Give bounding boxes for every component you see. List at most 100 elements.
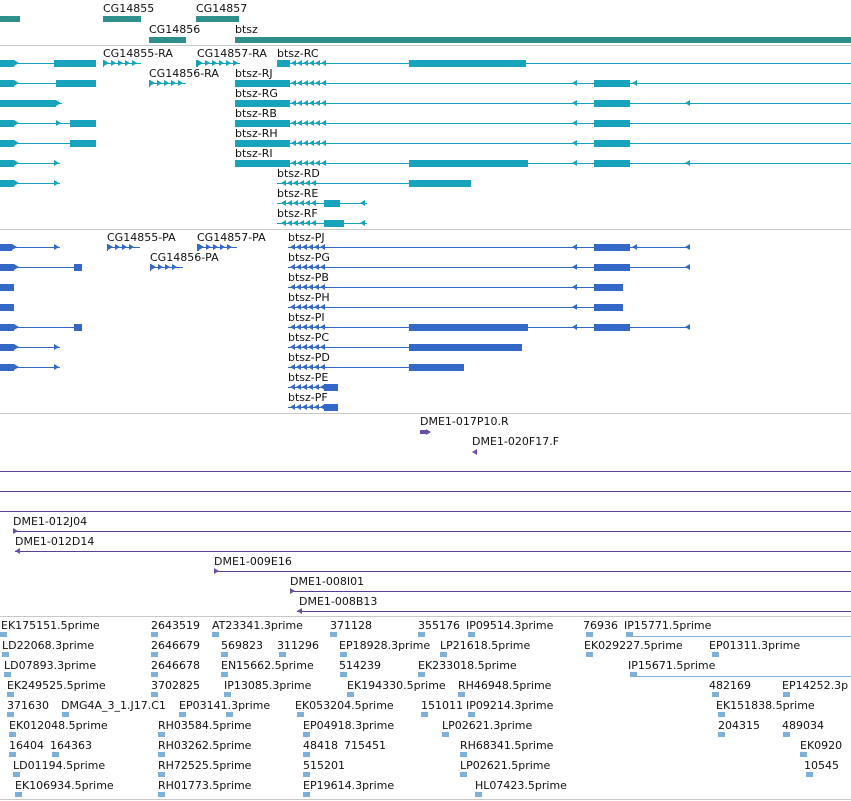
est-label[interactable]: EK175151.5prime	[1, 619, 100, 632]
est-label[interactable]: RH72525.5prime	[158, 759, 252, 772]
feature-intron-line[interactable]	[288, 267, 690, 268]
est-feature[interactable]	[718, 712, 725, 717]
protein-label[interactable]: btsz-PI	[288, 311, 325, 324]
feature-intron-line[interactable]	[277, 183, 471, 184]
feature-intron-line[interactable]	[288, 307, 623, 308]
est-feature[interactable]	[442, 732, 449, 737]
feature-intron-line[interactable]	[0, 63, 96, 64]
feature-intron-line[interactable]	[0, 327, 82, 328]
feature-exon[interactable]	[107, 244, 108, 251]
est-feature[interactable]	[4, 672, 11, 677]
est-feature[interactable]	[418, 632, 425, 637]
transcript-label[interactable]: btsz-RI	[235, 147, 273, 160]
clone-label[interactable]: DME1-020F17.F	[472, 435, 560, 448]
est-feature[interactable]	[340, 652, 347, 657]
est-span[interactable]	[630, 676, 851, 677]
est-label[interactable]: EP03141.3prime	[179, 699, 271, 712]
est-feature[interactable]	[458, 692, 465, 697]
est-feature[interactable]	[0, 632, 7, 637]
clone-label[interactable]: DME1-008B13	[299, 595, 378, 608]
est-label[interactable]: 371630	[7, 699, 49, 712]
est-label[interactable]: EP04918.3prime	[303, 719, 395, 732]
est-feature[interactable]	[586, 652, 593, 657]
clone-label[interactable]: DME1-009E16	[214, 555, 292, 568]
feature-intron-line[interactable]	[277, 63, 851, 64]
clone-span[interactable]	[297, 611, 851, 612]
est-label[interactable]: 10545	[804, 759, 839, 772]
feature-exon[interactable]	[0, 180, 14, 187]
feature-exon[interactable]	[235, 160, 290, 167]
est-feature[interactable]	[626, 632, 633, 637]
feature-intron-line[interactable]	[0, 163, 60, 164]
transcript-label[interactable]: btsz-RB	[235, 107, 277, 120]
feature-exon[interactable]	[54, 60, 96, 67]
feature-intron-line[interactable]	[288, 347, 522, 348]
feature-exon[interactable]	[0, 160, 14, 167]
est-feature[interactable]	[179, 712, 186, 717]
est-feature[interactable]	[9, 732, 16, 737]
transcript-label[interactable]: btsz-RJ	[235, 67, 273, 80]
feature-exon[interactable]	[324, 200, 340, 207]
est-label[interactable]: 715451	[344, 739, 386, 752]
feature-exon[interactable]	[0, 100, 56, 107]
est-feature[interactable]	[2, 652, 9, 657]
est-feature[interactable]	[158, 792, 165, 797]
feature-exon[interactable]	[0, 284, 14, 291]
clone-span[interactable]	[15, 551, 851, 552]
est-feature[interactable]	[13, 772, 20, 777]
feature-exon[interactable]	[0, 364, 14, 371]
feature-exon[interactable]	[594, 160, 630, 167]
feature-intron-line[interactable]	[0, 143, 96, 144]
est-label[interactable]: EP14252.3p	[782, 679, 849, 692]
est-label[interactable]: 514239	[339, 659, 381, 672]
est-feature[interactable]	[158, 752, 165, 757]
est-label[interactable]: IP15771.5prime	[624, 619, 712, 632]
est-feature[interactable]	[303, 792, 310, 797]
est-feature[interactable]	[712, 652, 719, 657]
est-feature[interactable]	[718, 732, 725, 737]
est-label[interactable]: RH46948.5prime	[458, 679, 552, 692]
gene-feature[interactable]	[149, 37, 186, 43]
feature-exon[interactable]	[409, 160, 528, 167]
feature-intron-line[interactable]	[0, 183, 60, 184]
est-label[interactable]: EK053204.5prime	[295, 699, 394, 712]
clone-span[interactable]	[13, 531, 851, 532]
protein-label[interactable]: CG14855-PA	[107, 231, 176, 244]
est-feature[interactable]	[440, 652, 447, 657]
est-label[interactable]: 482169	[709, 679, 751, 692]
est-label[interactable]: HL07423.5prime	[475, 779, 567, 792]
feature-exon[interactable]	[0, 244, 12, 251]
feature-exon[interactable]	[0, 324, 14, 331]
clone-label[interactable]: DME1-012D14	[15, 535, 95, 548]
est-feature[interactable]	[586, 632, 593, 637]
transcript-label[interactable]: btsz-RC	[277, 47, 319, 60]
est-label[interactable]: 2643519	[151, 619, 200, 632]
est-label[interactable]: 151011	[421, 699, 463, 712]
est-label[interactable]: EK249525.5prime	[7, 679, 106, 692]
feature-exon[interactable]	[409, 180, 471, 187]
feature-exon[interactable]	[0, 80, 14, 87]
feature-exon[interactable]	[0, 264, 14, 271]
feature-exon[interactable]	[70, 120, 96, 127]
est-label[interactable]: LD01194.5prime	[13, 759, 106, 772]
est-label[interactable]: 2646678	[151, 659, 200, 672]
est-label[interactable]: 569823	[221, 639, 263, 652]
transcript-label[interactable]: btsz-RE	[277, 187, 319, 200]
feature-intron-line[interactable]	[235, 83, 851, 84]
est-label[interactable]: RH68341.5prime	[460, 739, 554, 752]
feature-exon[interactable]	[594, 264, 630, 271]
feature-intron-line[interactable]	[235, 163, 851, 164]
est-feature[interactable]	[7, 712, 14, 717]
protein-label[interactable]: btsz-PE	[288, 371, 329, 384]
protein-label[interactable]: CG14856-PA	[150, 251, 219, 264]
feature-intron-line[interactable]	[288, 387, 338, 388]
est-label[interactable]: 164363	[50, 739, 92, 752]
est-feature[interactable]	[221, 672, 228, 677]
feature-exon[interactable]	[70, 140, 96, 147]
est-label[interactable]: 371128	[330, 619, 372, 632]
feature-exon[interactable]	[409, 364, 464, 371]
protein-label[interactable]: btsz-PF	[288, 391, 328, 404]
clone-span[interactable]	[0, 471, 851, 472]
feature-exon[interactable]	[235, 120, 290, 127]
